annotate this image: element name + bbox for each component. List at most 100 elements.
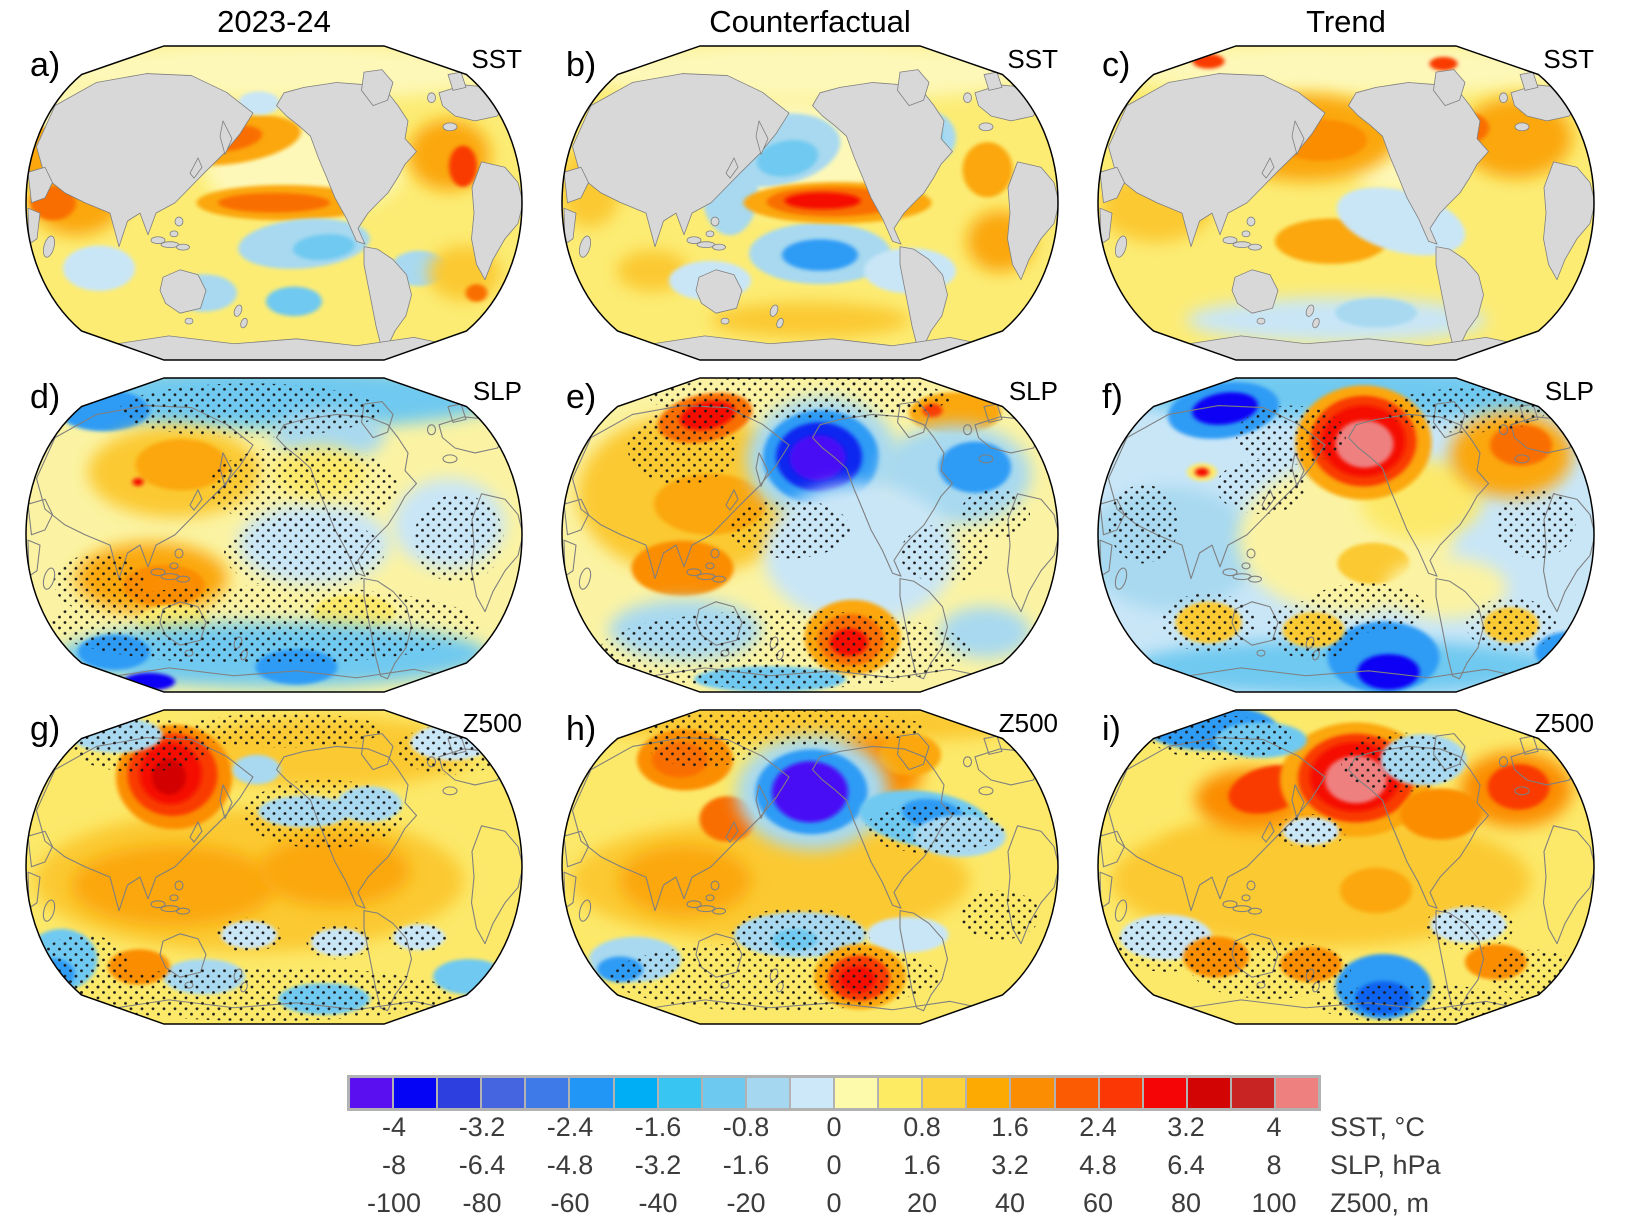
map-projection-g xyxy=(25,709,523,1025)
map-panel-c: c) SST xyxy=(1096,44,1596,362)
panel-letter: e) xyxy=(566,378,597,416)
colorbar-segment xyxy=(438,1078,483,1108)
map-outline xyxy=(1097,45,1595,361)
colorbar-tick: -2.4 xyxy=(546,1112,594,1142)
panel-letter: g) xyxy=(30,710,61,748)
map-projection-f xyxy=(1097,377,1595,693)
colorbar-segment xyxy=(702,1078,747,1108)
colorbar-segment xyxy=(482,1078,527,1108)
significance-stippling xyxy=(610,710,1040,1012)
colorbar-tick: 6.4 xyxy=(1167,1150,1205,1180)
colorbar-ticks-z500: -100 -80 -60 -40 -20 0 20 40 60 80 100 Z500, m xyxy=(0,1188,1632,1220)
map-projection-a xyxy=(25,45,523,361)
colorbar-segment xyxy=(1231,1078,1276,1108)
map-projection-c xyxy=(1097,45,1595,361)
map-projection-b xyxy=(561,45,1059,361)
map-outline xyxy=(561,709,1059,1025)
column-title-2023-24: 2023-24 xyxy=(217,4,331,39)
colorbar-tick: -0.8 xyxy=(722,1112,770,1142)
panel-letter: d) xyxy=(30,378,61,416)
colorbar-segment xyxy=(790,1078,836,1108)
colorbar-tick: 1.6 xyxy=(903,1150,941,1180)
variable-label: SLP xyxy=(472,376,522,406)
map-outline xyxy=(1097,709,1595,1025)
colorbar-tick: 80 xyxy=(1170,1188,1202,1218)
colorbar-unit-label-slp: SLP, hPa xyxy=(1330,1150,1441,1180)
colorbar-tick: -100 xyxy=(366,1188,422,1218)
colorbar-tick: 60 xyxy=(1082,1188,1114,1218)
coastlines xyxy=(563,69,1058,361)
colorbar-segment xyxy=(350,1078,395,1108)
map-panel-i: i) Z500 xyxy=(1096,708,1596,1026)
variable-label: Z500 xyxy=(998,708,1058,738)
map-outline xyxy=(25,709,523,1025)
variable-label: SLP xyxy=(1008,376,1058,406)
colorbar-tick: 4.8 xyxy=(1079,1150,1117,1180)
colorbar-tick: 3.2 xyxy=(1167,1112,1205,1142)
colorbar-tick: -80 xyxy=(462,1188,502,1218)
variable-label: Z500 xyxy=(462,708,522,738)
colorbar-tick: 8 xyxy=(1266,1150,1282,1180)
colorbar-segment xyxy=(1275,1078,1319,1108)
colorbar-tick: -4 xyxy=(381,1112,406,1142)
colorbar-unit-label-z500: Z500, m xyxy=(1330,1188,1430,1218)
colorbar-segment xyxy=(1011,1078,1056,1108)
column-title-counterfactual: Counterfactual xyxy=(709,4,911,39)
map-panel-h: h) Z500 xyxy=(560,708,1060,1026)
map-outline xyxy=(1097,377,1595,693)
map-panel-e: e) SLP xyxy=(560,376,1060,694)
colorbar-ticks-sst: -4 -3.2 -2.4 -1.6 -0.8 0 0.8 1.6 2.4 3.2 4 SST, °C xyxy=(0,1112,1632,1144)
map-outline xyxy=(25,377,523,693)
colorbar-segment xyxy=(1187,1078,1232,1108)
panel-letter: b) xyxy=(566,46,597,84)
colorbar-tick: 100 xyxy=(1251,1188,1297,1218)
coastlines xyxy=(1099,69,1594,361)
variable-label: SST xyxy=(471,44,522,74)
colorbar-tick: 20 xyxy=(906,1188,938,1218)
colorbar-tick: -6.4 xyxy=(458,1150,506,1180)
variable-label: SST xyxy=(1543,44,1594,74)
panel-letter: f) xyxy=(1102,378,1123,416)
colorbar-segment xyxy=(967,1078,1012,1108)
map-outline xyxy=(25,45,523,361)
colorbar-segment xyxy=(879,1078,924,1108)
map-outline xyxy=(561,45,1059,361)
map-panel-d: d) SLP xyxy=(24,376,524,694)
column-title-trend: Trend xyxy=(1306,4,1386,39)
map-projection-i xyxy=(1097,709,1595,1025)
map-outline xyxy=(561,377,1059,693)
variable-label: SST xyxy=(1007,44,1058,74)
colorbar-tick: 2.4 xyxy=(1079,1112,1117,1142)
colorbar-tick: -3.2 xyxy=(634,1150,682,1180)
variable-label: SLP xyxy=(1544,376,1594,406)
colorbar-tick: -40 xyxy=(638,1188,678,1218)
colorbar-tick: -1.6 xyxy=(634,1112,682,1142)
panel-letter: h) xyxy=(566,710,597,748)
colorbar-tick: 3.2 xyxy=(991,1150,1029,1180)
colorbar-tick: -4.8 xyxy=(546,1150,594,1180)
colorbar-tick: 4 xyxy=(1266,1112,1282,1142)
colorbar-segment xyxy=(1143,1078,1188,1108)
colorbar-tick: 0.8 xyxy=(903,1112,941,1142)
coastlines xyxy=(27,69,522,361)
colorbar-unit-label-sst: SST, °C xyxy=(1330,1112,1425,1142)
significance-stippling xyxy=(600,377,1030,690)
map-panel-a: a) SST xyxy=(24,44,524,362)
variable-label: Z500 xyxy=(1534,708,1594,738)
colorbar-tick: -60 xyxy=(550,1188,590,1218)
map-projection-d xyxy=(25,377,523,693)
map-panel-f: f) SLP xyxy=(1096,376,1596,694)
significance-stippling xyxy=(49,383,504,665)
colorbar-tick: 1.6 xyxy=(991,1112,1029,1142)
colorbar-segment xyxy=(526,1078,571,1108)
colorbar-tick: 0 xyxy=(826,1112,842,1142)
colorbar xyxy=(347,1075,1321,1111)
significance-stippling xyxy=(1108,388,1576,660)
map-projection-h xyxy=(561,709,1059,1025)
colorbar-segment xyxy=(835,1078,880,1108)
map-panel-b: b) SST xyxy=(560,44,1060,362)
colorbar-tick: 0 xyxy=(826,1188,842,1218)
significance-stippling xyxy=(39,712,507,1022)
colorbar-segment xyxy=(746,1078,791,1108)
